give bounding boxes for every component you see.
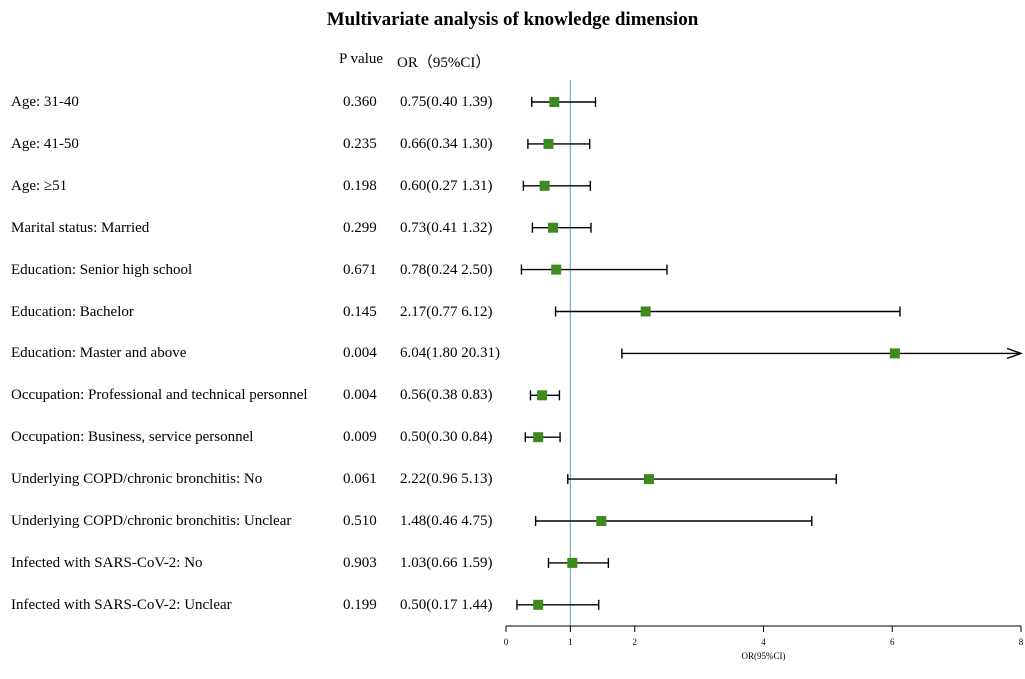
or-marker <box>537 390 547 400</box>
or-marker <box>641 307 651 317</box>
or-marker <box>540 181 550 191</box>
or-marker <box>549 97 559 107</box>
or-marker <box>548 223 558 233</box>
x-tick-label: 0 <box>504 637 509 647</box>
x-axis-label: OR(95%CI) <box>742 651 786 661</box>
x-tick-label: 4 <box>761 637 766 647</box>
or-marker <box>567 558 577 568</box>
or-marker <box>533 432 543 442</box>
x-tick-label: 8 <box>1019 637 1024 647</box>
x-tick-label: 1 <box>568 637 573 647</box>
or-marker <box>890 348 900 358</box>
or-marker <box>543 139 553 149</box>
or-marker <box>551 265 561 275</box>
or-marker <box>533 600 543 610</box>
x-tick-label: 2 <box>633 637 638 647</box>
or-marker <box>644 474 654 484</box>
x-tick-label: 6 <box>890 637 895 647</box>
or-marker <box>596 516 606 526</box>
